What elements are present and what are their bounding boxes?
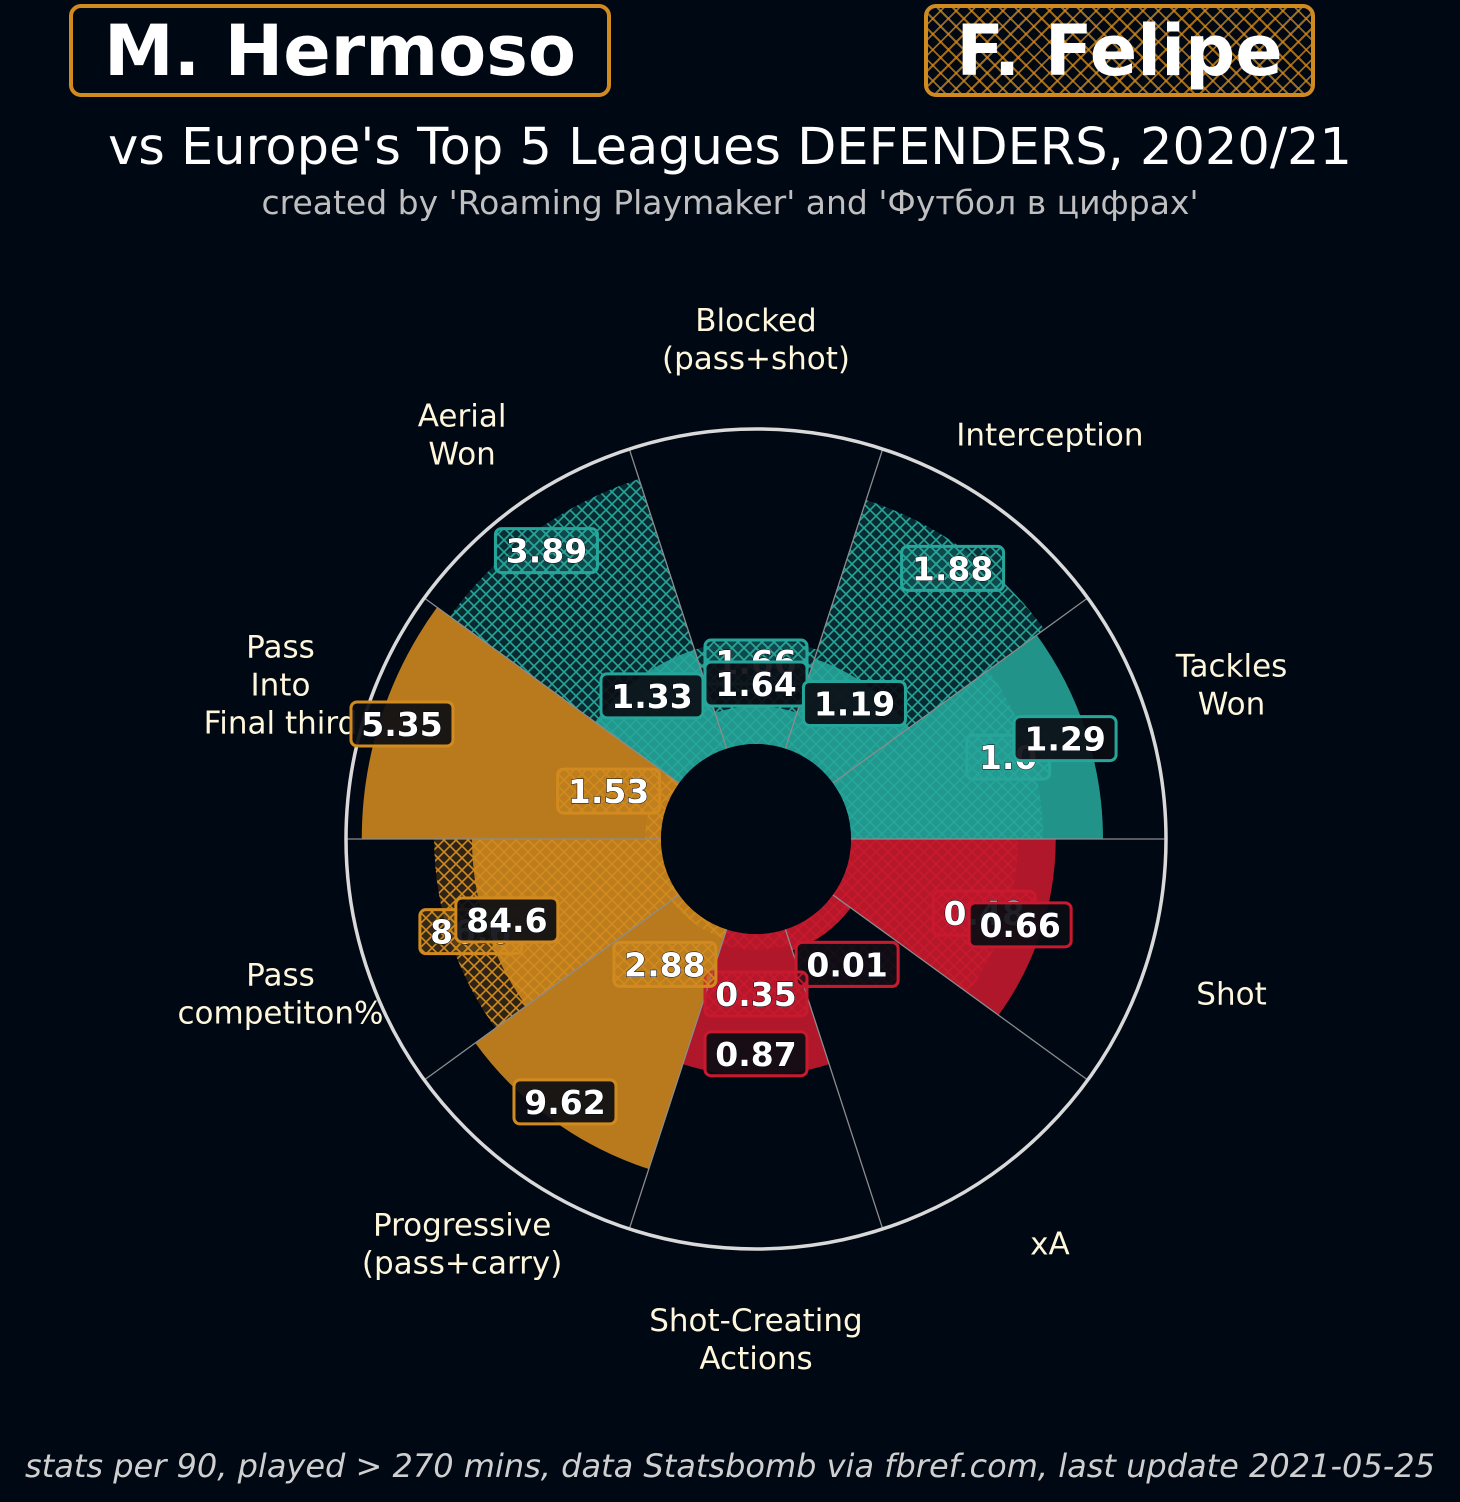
- spoke-9: [423, 597, 680, 784]
- metric-label-shot-creating-actions: Shot-Creating Actions: [649, 1303, 863, 1377]
- value-hermoso-shot: 0.66: [979, 906, 1060, 945]
- value-box-hermoso-pass-competiton: 84.6: [454, 896, 560, 944]
- player1-name: M. Hermoso: [104, 9, 576, 92]
- value-hermoso-shot-creating-actions: 0.87: [715, 1035, 796, 1074]
- metric-label-interception: Interception: [956, 417, 1143, 453]
- value-box-felipe-aerial-won: 3.89: [493, 527, 599, 575]
- value-hermoso-interception: 1.19: [814, 684, 895, 723]
- value-hermoso-progressive-pass-carry: 9.62: [524, 1083, 605, 1122]
- spoke-4: [832, 894, 1089, 1081]
- value-hermoso-aerial-won: 1.33: [611, 677, 692, 716]
- metric-label-aerial-won: Aerial Won: [418, 398, 507, 472]
- value-hermoso-blocked-pass-shot: 1.64: [715, 665, 796, 704]
- value-hermoso-tackles-won: 1.29: [1024, 720, 1105, 759]
- value-box-hermoso-pass-into-final-third: 5.35: [349, 700, 455, 748]
- metric-label-pass-into-final-third: Pass Into Final third: [204, 629, 358, 741]
- value-hermoso-xa: 0.01: [806, 945, 887, 984]
- chart-footer: stats per 90, played > 270 mins, data St…: [25, 1447, 1435, 1485]
- value-hermoso-pass-into-final-third: 5.35: [361, 705, 442, 744]
- metric-labels: Blocked (pass+shot) Interception Tackles Won…: [177, 303, 1287, 1377]
- chart-grid: [344, 427, 1168, 1251]
- value-box-hermoso-xa: 0.01: [794, 940, 900, 988]
- metric-label-progressive-pass-carry: Progressive (pass+carry): [362, 1208, 562, 1282]
- value-box-hermoso-aerial-won: 1.33: [599, 672, 705, 720]
- player1-name-box: M. Hermoso: [69, 4, 611, 97]
- inner-hole: [661, 744, 851, 934]
- value-box-felipe-pass-into-final-third: 1.53: [556, 767, 662, 815]
- value-box-hermoso-shot-creating-actions: 0.87: [703, 1030, 809, 1078]
- chart-credit: created by 'Roaming Playmaker' and 'Футб…: [261, 183, 1199, 222]
- value-box-hermoso-progressive-pass-carry: 9.62: [512, 1078, 618, 1126]
- outer-ring: [344, 427, 1168, 1251]
- wedge-hermoso-xa: [785, 894, 851, 951]
- wedge-hermoso-blocked-pass-shot: [714, 706, 798, 749]
- metric-label-pass-competiton: Pass competiton%: [177, 958, 383, 1032]
- value-box-hermoso-interception: 1.19: [801, 679, 907, 727]
- spoke-2: [832, 597, 1089, 784]
- value-box-felipe-interception: 1.88: [900, 544, 1006, 592]
- value-box-felipe-tackles-won: 1.0: [965, 733, 1052, 781]
- chart-subtitle: vs Europe's Top 5 Leagues DEFENDERS, 202…: [108, 118, 1352, 177]
- value-felipe-aerial-won: 3.89: [506, 532, 587, 571]
- player2-name-box: F. Felipe: [924, 4, 1315, 97]
- value-box-hermoso-blocked-pass-shot: 1.64: [703, 660, 809, 708]
- value-hermoso-pass-competiton: 84.6: [466, 901, 547, 940]
- player2-name: F. Felipe: [956, 9, 1283, 92]
- value-box-felipe-shot-creating-actions: 0.35: [703, 970, 809, 1018]
- value-box-felipe-progressive-pass-carry: 2.88: [612, 940, 718, 988]
- spoke-7: [423, 894, 680, 1081]
- value-felipe-interception: 1.88: [912, 549, 993, 588]
- value-box-hermoso-shot: 0.66: [967, 901, 1073, 949]
- value-felipe-pass-into-final-third: 1.53: [568, 772, 649, 811]
- value-felipe-progressive-pass-carry: 2.88: [624, 945, 705, 984]
- metric-label-blocked-pass-shot: Blocked (pass+shot): [662, 303, 850, 377]
- metric-label-xa: xA: [1030, 1227, 1070, 1263]
- value-box-hermoso-tackles-won: 1.29: [1012, 715, 1118, 763]
- value-boxes: 1.661.641.881.191.01.290.480.660.010.010…: [349, 527, 1118, 1126]
- metric-label-tackles-won: Tackles Won: [1175, 648, 1288, 722]
- value-felipe-shot-creating-actions: 0.35: [715, 975, 796, 1014]
- metric-label-shot: Shot: [1196, 977, 1266, 1013]
- wedge-hermoso-pass-competiton: [472, 839, 680, 1006]
